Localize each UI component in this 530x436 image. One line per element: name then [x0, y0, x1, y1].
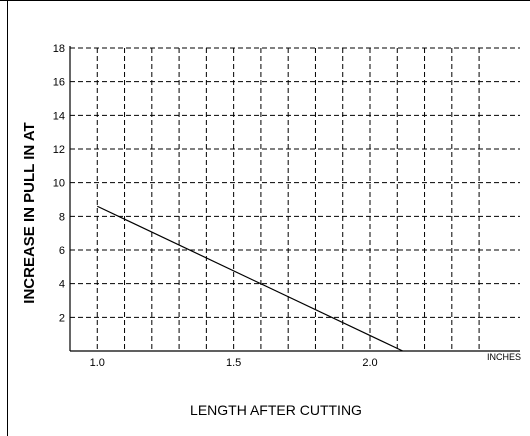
y-tick-label-14: 14 [53, 110, 65, 122]
y-tick-label-2: 2 [59, 312, 65, 324]
series-lines [97, 205, 403, 352]
x-tick-label-1.5: 1.5 [226, 357, 241, 369]
x-axis-label: LENGTH AFTER CUTTING [190, 402, 362, 418]
y-tick-label-16: 16 [53, 77, 65, 89]
grid [69, 47, 520, 351]
x-tick-label-2.0: 2.0 [362, 357, 377, 369]
y-tick-label-12: 12 [53, 144, 65, 156]
x-tick-labels: 1.0 1.5 2.0 [90, 357, 378, 369]
y-tick-label-18: 18 [53, 43, 65, 55]
y-tick-label-4: 4 [59, 279, 65, 291]
y-tick-label-6: 6 [59, 245, 65, 257]
axes [69, 46, 520, 352]
y-tick-label-10: 10 [53, 178, 65, 190]
x-unit-label: INCHES [487, 352, 521, 362]
y-tick-label-8: 8 [59, 211, 65, 223]
y-tick-labels: 2 4 6 8 10 12 14 16 18 [53, 43, 65, 324]
y-axis-label: INCREASE IN PULL IN AT [21, 122, 38, 303]
series-line-0 [97, 205, 403, 352]
x-tick-label-1.0: 1.0 [90, 357, 105, 369]
